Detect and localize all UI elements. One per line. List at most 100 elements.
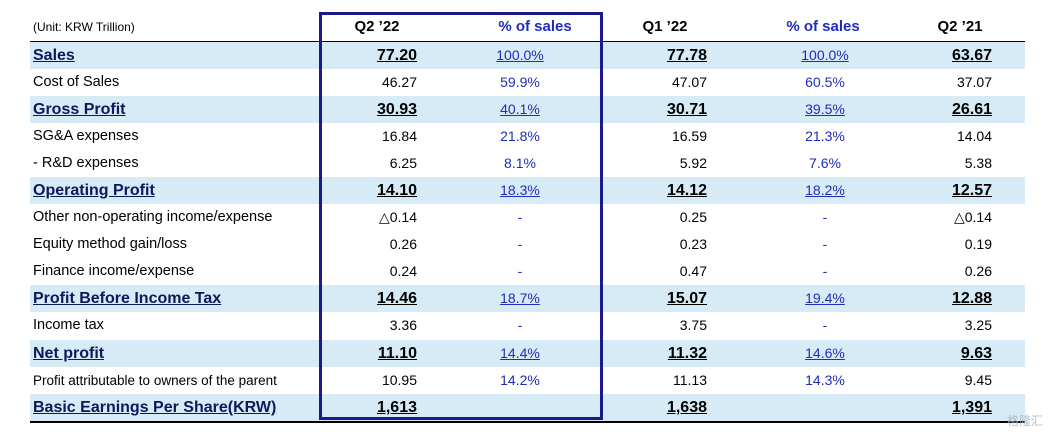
q2-21-value: △0.14 [953,209,992,225]
row-label: Finance income/expense [33,263,195,279]
q1-22-pct-value [775,394,875,421]
table-row: Profit Before Income Tax 14.46 18.7% 15.07 1… [30,285,1025,312]
q2-22-pct-value: 100.0% [496,47,544,63]
q1-22-value: 30.71 [666,101,707,118]
q2-22-pct-value: - [517,263,523,279]
q2-22-value: 0.24 [389,263,417,279]
q2-22-value: 46.27 [381,74,417,90]
q2-22-value: 3.36 [389,317,417,333]
q2-22-pct-value: - [517,236,523,252]
q2-22-value: 30.93 [376,101,417,118]
q2-22-value: 14.46 [376,290,417,307]
q1-22-pct-value: 14.3% [805,372,845,388]
q2-22-pct-value: 14.2% [500,372,540,388]
q2-22-value: 0.26 [389,236,417,252]
col-pct-q2-22-header: % of sales [498,18,572,35]
q2-21-value: 14.04 [956,128,992,144]
q2-21-value: 63.67 [951,47,992,64]
q1-22-value: 0.47 [679,263,707,279]
q1-22-value: 1,638 [666,399,707,416]
q2-21-value: 0.26 [964,263,992,279]
q2-21-value: 26.61 [951,101,992,118]
table-row: Other non-operating income/expense △0.14 -… [30,204,1025,231]
table-row: Finance income/expense 0.24 - 0.47 - 0.26 [30,258,1025,285]
table-row: Income tax 3.36 - 3.75 - 3.25 [30,312,1025,339]
table-row: Profit attributable to owners of the par… [30,367,1025,394]
q2-22-value: △0.14 [378,209,417,225]
row-label: Profit attributable to owners of the par… [33,373,277,388]
q1-22-pct-value: 100.0% [801,47,849,63]
q1-22-value: 15.07 [666,290,707,307]
q2-21-value: 9.63 [960,345,992,362]
row-label: Cost of Sales [33,74,120,90]
q2-21-value: 1,391 [951,399,992,416]
q2-22-value: 77.20 [376,47,417,64]
q1-22-value: 11.13 [673,372,707,388]
q2-22-pct-value: - [517,209,523,225]
q1-22-value: 0.23 [679,236,707,252]
q1-22-pct-value: - [822,317,828,333]
bottom-rule [30,421,1025,423]
col-q1-22-header: Q1 ’22 [642,18,688,35]
q1-22-value: 11.32 [667,345,707,362]
q1-22-pct-value: 19.4% [805,290,845,306]
table-header: (Unit: KRW Trillion) Q2 ’22 % of sales Q… [0,14,1049,40]
q1-22-pct-value: - [822,209,828,225]
col-pct-q1-22-header: % of sales [786,18,860,35]
q1-22-value: 3.75 [679,317,707,333]
q2-22-value: 11.10 [377,345,417,362]
row-label: Income tax [33,317,104,333]
table-row: SG&A expenses 16.84 21.8% 16.59 21.3% 14.04 [30,123,1025,150]
table-row: Basic Earnings Per Share(KRW) 1,613 1,638 1… [30,394,1025,421]
q1-22-pct-value: 14.6% [805,345,845,361]
q2-22-pct-value: 18.7% [500,290,540,306]
q2-22-value: 1,613 [376,399,417,416]
row-label: Gross Profit [33,101,126,118]
col-q2-21-header: Q2 ’21 [937,18,983,35]
row-label: Other non-operating income/expense [33,209,273,225]
unit-label: (Unit: KRW Trillion) [33,20,135,34]
table-row: Sales 77.20 100.0% 77.78 100.0% 63.67 [30,42,1025,69]
q2-22-pct-value: 14.4% [500,345,540,361]
q2-21-value: 37.07 [956,74,992,90]
q2-22-pct-value: 40.1% [500,101,540,117]
q2-21-value: 12.88 [951,290,992,307]
q1-22-pct-value: 39.5% [805,101,845,117]
q2-21-value: 9.45 [964,372,992,388]
q2-22-pct-value: 18.3% [500,182,540,198]
q2-22-pct-value: 21.8% [500,128,540,144]
watermark: 格隆汇 [1006,414,1043,428]
row-label: SG&A expenses [33,128,139,144]
q2-22-value: 16.84 [381,128,417,144]
col-q2-22-header: Q2 ’22 [354,18,400,35]
q2-22-highlight-box [319,12,603,420]
q2-22-value: 14.10 [376,182,417,199]
q1-22-pct-value: - [822,236,828,252]
q1-22-value: 14.12 [666,182,707,199]
q2-22-pct-value: - [517,317,523,333]
q1-22-pct-value: 60.5% [805,74,845,90]
q2-21-value: 3.25 [964,317,992,333]
table-row: Operating Profit 14.10 18.3% 14.12 18.2% 12.5… [30,177,1025,204]
q1-22-pct-value: 7.6% [809,155,841,171]
q1-22-pct-value: 18.2% [805,182,845,198]
q1-22-value: 5.92 [679,155,707,171]
row-label: Sales [33,47,75,64]
table-row: Gross Profit 30.93 40.1% 30.71 39.5% 26.61 [30,96,1025,123]
row-label: Equity method gain/loss [33,236,187,252]
q2-21-value: 5.38 [964,155,992,171]
table-row: Net profit 11.10 14.4% 11.32 14.6% 9.63 [30,340,1025,367]
q2-22-value: 6.25 [389,155,417,171]
q1-22-pct-value: - [822,263,828,279]
row-label: Profit Before Income Tax [33,290,222,307]
row-label: Basic Earnings Per Share(KRW) [33,399,277,416]
q2-22-value: 10.95 [381,372,417,388]
q1-22-value: 47.07 [671,74,707,90]
q1-22-value: 16.59 [671,128,707,144]
q2-21-value: 12.57 [951,182,992,199]
q1-22-value: 0.25 [679,209,707,225]
row-label: Net profit [33,345,105,362]
q1-22-pct-value: 21.3% [805,128,845,144]
q2-21-value: 0.19 [964,236,992,252]
table-row: Cost of Sales 46.27 59.9% 47.07 60.5% 37.07 [30,69,1025,96]
